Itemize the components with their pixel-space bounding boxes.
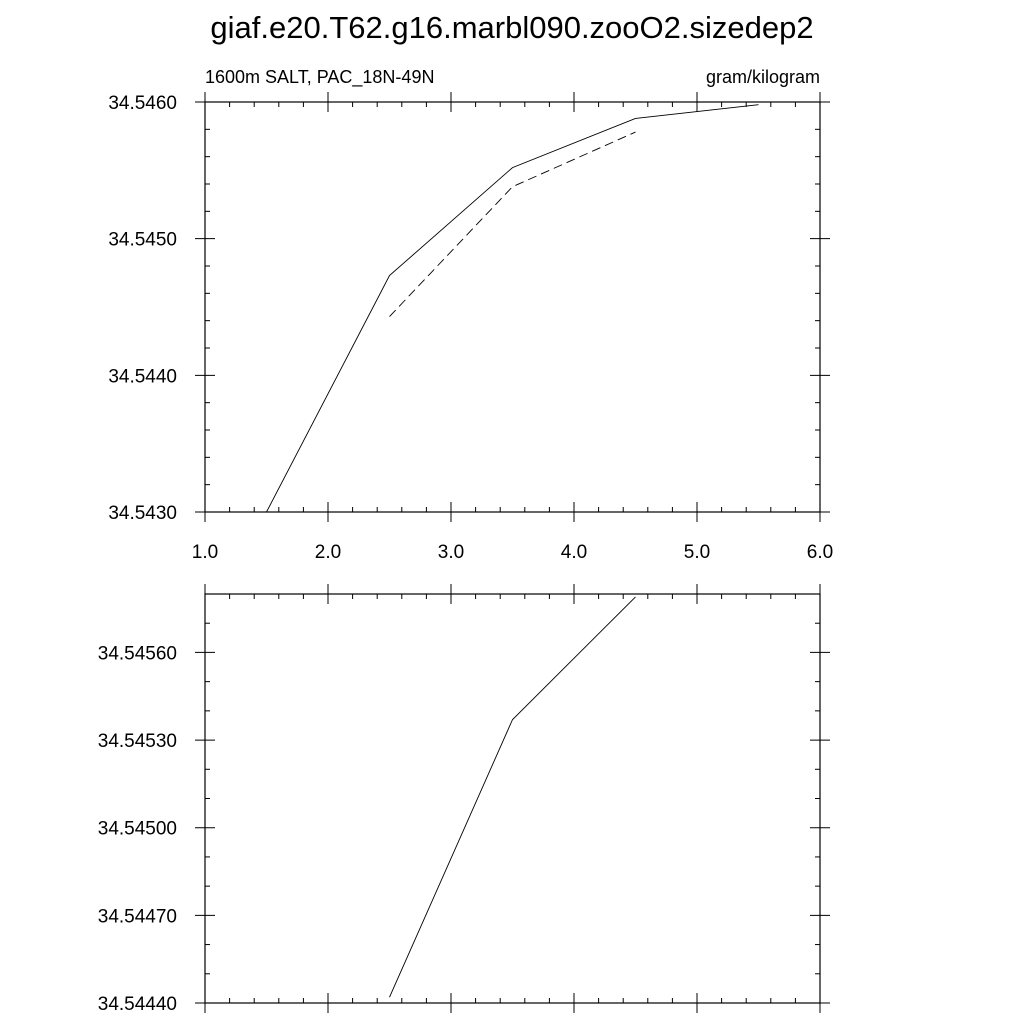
y-tick-label: 34.5430	[108, 503, 177, 524]
solid-series-line	[389, 596, 636, 998]
x-tick-label: 4.0	[561, 542, 587, 563]
y-tick-label: 34.54500	[98, 819, 177, 840]
x-tick-label: 2.0	[315, 542, 341, 563]
bottom-panel: 34.54440 34.54470 34.54500 34.54530 34.54560	[98, 584, 830, 1015]
y-tick-label: 34.5460	[108, 93, 177, 114]
y-tick-label: 34.54530	[98, 731, 177, 752]
y-tick-label: 34.5450	[108, 230, 177, 251]
plot-frame	[204, 101, 821, 513]
x-tick-label: 6.0	[807, 542, 833, 563]
top-panel: 1.0 2.0 3.0 4.0 5.0 6.0 34.5430 34.5440 34.5450 3…	[108, 92, 833, 563]
chart-title: giaf.e20.T62.g16.marbl090.zooO2.sizedep2	[210, 10, 813, 45]
solid-series-line	[266, 104, 759, 512]
x-tick-label: 1.0	[192, 542, 218, 563]
y-tick-label: 34.54470	[98, 906, 177, 927]
y-tick-label: 34.54560	[98, 643, 177, 664]
left-subtitle: 1600m SALT, PAC_18N-49N	[205, 67, 434, 88]
dashed-series-line	[389, 131, 636, 317]
right-subtitle: gram/kilogram	[706, 67, 820, 87]
y-tick-label: 34.54440	[98, 994, 177, 1015]
plot-frame	[204, 593, 821, 1004]
x-tick-label: 5.0	[684, 542, 710, 563]
y-tick-label: 34.5440	[108, 366, 177, 387]
x-tick-label: 3.0	[438, 542, 464, 563]
